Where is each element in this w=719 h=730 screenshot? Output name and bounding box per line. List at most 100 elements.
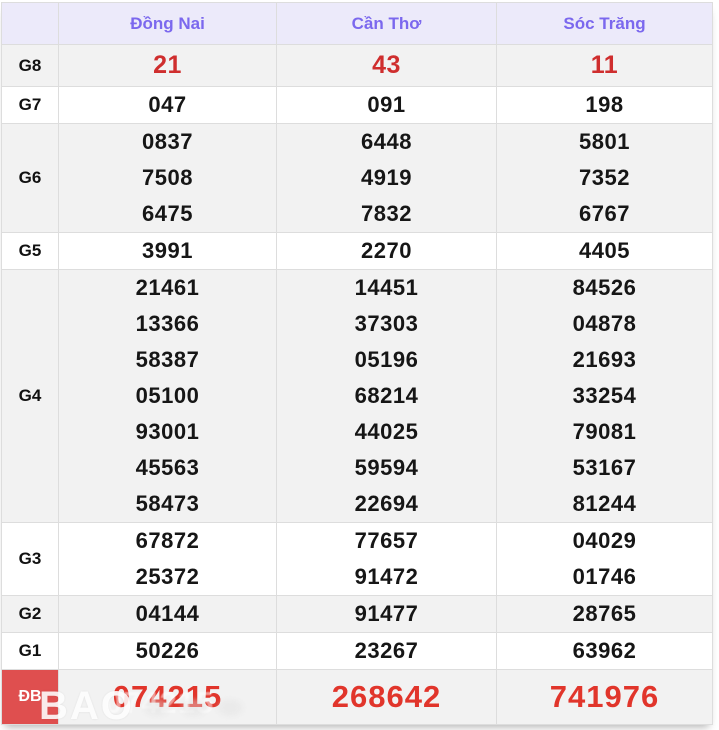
prize-label-G8: G8 <box>1 44 59 87</box>
prize-value: 6448 <box>361 129 412 154</box>
prize-value: 6767 <box>579 201 630 226</box>
prize-values-G3-col3: 04029 01746 <box>496 522 713 596</box>
prize-values-G5-col3: 4405 <box>496 232 713 270</box>
prize-value: 81244 <box>572 491 637 516</box>
prize-value: 22694 <box>354 491 419 516</box>
prize-value: 67872 <box>135 528 200 553</box>
prize-value: 33254 <box>572 383 637 408</box>
prize-value: 44025 <box>354 419 419 444</box>
prize-value: 13366 <box>135 311 200 336</box>
prize-value: 04144 <box>135 601 200 626</box>
prize-label-G2: G2 <box>1 595 59 633</box>
prize-values-G2-col1: 04144 <box>58 595 277 633</box>
prize-value: 074215 <box>112 679 223 714</box>
prize-value: 91477 <box>354 601 419 626</box>
prize-label-G6: G6 <box>1 123 59 233</box>
header-province-3: Sóc Trăng <box>496 2 713 45</box>
prize-values-G1-col2: 23267 <box>276 632 497 670</box>
prize-values-G1-col3: 63962 <box>496 632 713 670</box>
prize-row-G2: G2 04144 91477 28765 <box>1 595 713 633</box>
header-row: Đồng Nai Cần Thơ Sóc Trăng <box>1 2 713 45</box>
prize-value: 45563 <box>135 455 200 480</box>
prize-value: 5801 <box>579 129 630 154</box>
prize-row-G6: G6 0837 7508 6475 6448 4919 7832 5801 7352 6767 <box>1 123 713 233</box>
prize-value: 2270 <box>361 238 412 263</box>
prize-values-G6-col1: 0837 7508 6475 <box>58 123 277 233</box>
prize-values-G4-col3: 84526 04878 21693 33254 79081 53167 81244 <box>496 269 713 523</box>
prize-value: 84526 <box>572 275 637 300</box>
prize-value: 58473 <box>135 491 200 516</box>
prize-value: 01746 <box>572 564 637 589</box>
prize-values-G7-col3: 198 <box>496 86 713 124</box>
prize-values-G2-col3: 28765 <box>496 595 713 633</box>
prize-label-G7: G7 <box>1 86 59 124</box>
prize-value: 21 <box>153 51 182 79</box>
prize-values-G4-col1: 21461 13366 58387 05100 93001 45563 58473 <box>58 269 277 523</box>
prize-value: 77657 <box>354 528 419 553</box>
prize-value: 23267 <box>354 638 419 663</box>
prize-values-G3-col2: 77657 91472 <box>276 522 497 596</box>
prize-values-G7-col2: 091 <box>276 86 497 124</box>
prize-value: 93001 <box>135 419 200 444</box>
prize-values-G4-col2: 14451 37303 05196 68214 44025 59594 22694 <box>276 269 497 523</box>
header-province-2: Cần Thơ <box>276 2 497 45</box>
prize-values-ĐB-col1: 074215 074215 <box>58 669 277 725</box>
prize-value: 28765 <box>572 601 637 626</box>
prize-value: 7832 <box>361 201 412 226</box>
prize-value: 198 <box>585 92 624 117</box>
prize-row-G1: G1 50226 23267 63962 <box>1 632 713 670</box>
prize-value: 05100 <box>135 383 200 408</box>
prize-value: 21693 <box>572 347 637 372</box>
prize-values-G6-col3: 5801 7352 6767 <box>496 123 713 233</box>
prize-row-G7: G7 047 091 198 <box>1 86 713 124</box>
prize-value: 741976 <box>549 679 660 714</box>
prize-values-ĐB-col2: 268642 <box>276 669 497 725</box>
prize-values-G5-col1: 3991 <box>58 232 277 270</box>
header-province-1: Đồng Nai <box>58 2 277 45</box>
prize-row-ĐB: ĐB 074215 074215 268642 741976 <box>1 669 713 725</box>
prize-value: 25372 <box>135 564 200 589</box>
prize-values-G3-col1: 67872 25372 <box>58 522 277 596</box>
prize-row-G4: G4 21461 13366 58387 05100 93001 45563 58473 144… <box>1 269 713 523</box>
prize-value: 14451 <box>354 275 419 300</box>
prize-value: 53167 <box>572 455 637 480</box>
prize-value: 21461 <box>135 275 200 300</box>
prize-value: 68214 <box>354 383 419 408</box>
prize-label-G3: G3 <box>1 522 59 596</box>
prize-value: 047 <box>148 92 187 117</box>
prize-value: 50226 <box>135 638 200 663</box>
prize-values-G6-col2: 6448 4919 7832 <box>276 123 497 233</box>
prize-value: 4919 <box>361 165 412 190</box>
prize-value: 59594 <box>354 455 419 480</box>
prize-value: 6475 <box>142 201 193 226</box>
prize-values-G7-col1: 047 <box>58 86 277 124</box>
prize-value: 0837 <box>142 129 193 154</box>
prize-value: 63962 <box>572 638 637 663</box>
prize-value: 7352 <box>579 165 630 190</box>
prize-value: 4405 <box>579 238 630 263</box>
prize-values-G2-col2: 91477 <box>276 595 497 633</box>
prize-value: 91472 <box>354 564 419 589</box>
prize-label-G1: G1 <box>1 632 59 670</box>
prize-values-ĐB-col3: 741976 <box>496 669 713 725</box>
prize-values-G8-col3: 11 <box>496 44 713 87</box>
prize-value: 04878 <box>572 311 637 336</box>
prize-value: 79081 <box>572 419 637 444</box>
prize-label-G4: G4 <box>1 269 59 523</box>
prize-value: 7508 <box>142 165 193 190</box>
prize-label-ĐB: ĐB <box>1 669 59 725</box>
prize-value: 091 <box>367 92 406 117</box>
prize-value: 05196 <box>354 347 419 372</box>
prize-row-G3: G3 67872 25372 77657 91472 04029 01746 <box>1 522 713 596</box>
prize-label-G5: G5 <box>1 232 59 270</box>
prize-row-G5: G5 3991 2270 4405 <box>1 232 713 270</box>
prize-row-G8: G8 21 43 11 <box>1 44 713 87</box>
header-corner-cell <box>1 2 59 45</box>
prize-values-G8-col1: 21 <box>58 44 277 87</box>
prize-values-G8-col2: 43 <box>276 44 497 87</box>
prize-value: 268642 <box>331 679 442 714</box>
prize-values-G5-col2: 2270 <box>276 232 497 270</box>
prize-value: 58387 <box>135 347 200 372</box>
